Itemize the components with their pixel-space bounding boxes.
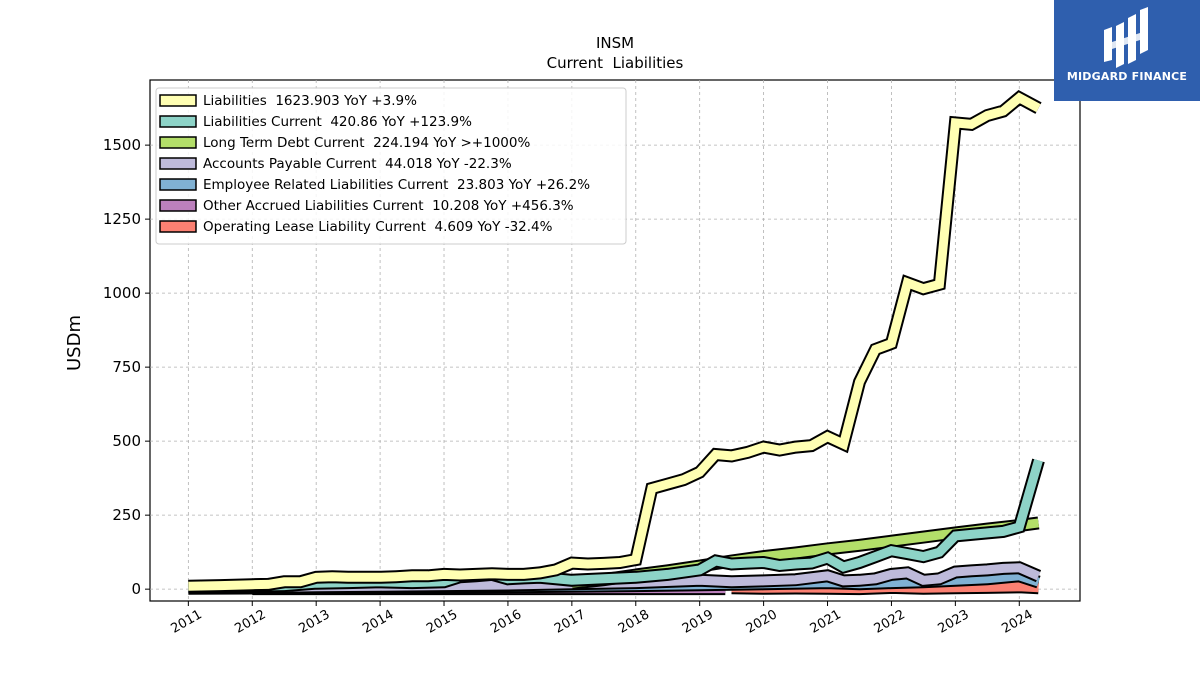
- legend-swatch: [159, 178, 197, 191]
- x-tick-label: 2016: [488, 607, 524, 637]
- x-tick-label: 2015: [424, 607, 460, 637]
- legend-swatch: [159, 157, 197, 170]
- plot-frame: [149, 79, 1081, 602]
- legend-swatch: [159, 94, 197, 107]
- legend-swatch: [159, 220, 197, 233]
- legend-entry: Employee Related Liabilities Current 23.…: [203, 177, 590, 193]
- y-tick-label: 1000: [103, 284, 141, 302]
- x-tick-label: 2020: [744, 607, 780, 637]
- legend-entry: Liabilities 1623.903 YoY +3.9%: [203, 93, 417, 109]
- series-accounts-payable-current: [188, 561, 1042, 595]
- y-tick-label: 0: [131, 580, 141, 598]
- x-tick-label: 2019: [680, 607, 716, 637]
- chart-title: INSM: [596, 34, 634, 52]
- legend-entry: Accounts Payable Current 44.018 YoY -22.…: [203, 156, 512, 172]
- x-tick-label: 2012: [232, 607, 268, 637]
- brand-logo: MIDGARD FINANCE: [1054, 0, 1200, 101]
- x-tick-label: 2022: [872, 607, 908, 637]
- y-tick-label: 1250: [103, 210, 141, 228]
- x-tick-label: 2018: [616, 607, 652, 637]
- series-liabilities-current: [188, 458, 1045, 594]
- y-tick-label: 1500: [103, 136, 141, 154]
- legend-entry: Liabilities Current 420.86 YoY +123.9%: [203, 114, 472, 130]
- x-tick-label: 2017: [552, 607, 588, 637]
- series-line: [188, 459, 1043, 592]
- series-line: [188, 563, 1041, 593]
- y-tick-label: 250: [112, 506, 141, 524]
- series-liabilities: [188, 90, 1042, 593]
- legend-entry: Operating Lease Liability Current 4.609 …: [203, 219, 553, 235]
- series-layer: [188, 90, 1045, 596]
- legend: Liabilities 1623.903 YoY +3.9% Liabilitie…: [155, 87, 627, 245]
- legend-swatch: [159, 199, 197, 212]
- legend-entry: Long Term Debt Current 224.194 YoY >+100…: [203, 135, 530, 151]
- x-tick-label: 2014: [360, 607, 396, 637]
- x-tick-label: 2021: [808, 607, 844, 637]
- legend-entry: Other Accrued Liabilities Current 10.208…: [203, 198, 574, 214]
- legend-swatch: [159, 136, 197, 149]
- y-tick-label: 750: [112, 358, 141, 376]
- series-line: [188, 92, 1041, 591]
- chart-subtitle: Current Liabilities: [547, 54, 684, 72]
- legend-frame: [155, 87, 627, 245]
- brand-name: MIDGARD FINANCE: [1066, 70, 1188, 83]
- legend-swatch: [159, 115, 197, 128]
- y-axis-label: USDm: [64, 315, 85, 371]
- x-tick-label: 2024: [999, 607, 1035, 637]
- y-tick-label: 500: [112, 432, 141, 450]
- logo-mark-icon: [1104, 7, 1148, 68]
- x-tick-label: 2013: [296, 607, 332, 637]
- x-tick-label: 2023: [936, 607, 972, 637]
- x-tick-label: 2011: [169, 607, 205, 637]
